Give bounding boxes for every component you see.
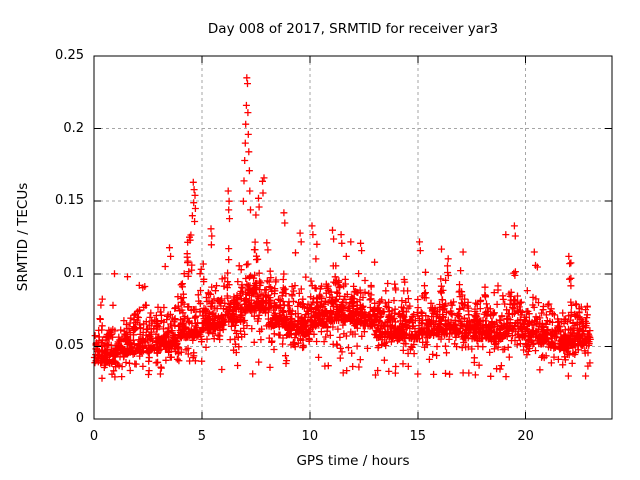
x-tick-label: 20: [517, 429, 534, 444]
x-axis-title: GPS time / hours: [296, 453, 410, 469]
plot-border: [93, 55, 613, 420]
x-tick-label: 5: [197, 429, 207, 444]
y-tick-label: 0.1: [63, 265, 84, 281]
x-tick-label: 15: [409, 429, 427, 444]
y-tick-label: 0.2: [63, 120, 84, 136]
scatter-points: [90, 74, 594, 382]
y-tick-label: 0.05: [55, 338, 84, 354]
chart-title: Day 008 of 2017, SRMTID for receiver yar…: [207, 21, 499, 37]
y-tick-label: 0.15: [55, 193, 84, 209]
y-tick-label: 0.25: [55, 48, 84, 63]
y-tick-label: 0: [75, 411, 84, 426]
x-tick-label: 10: [301, 429, 319, 444]
x-tick-label: 0: [89, 429, 99, 444]
